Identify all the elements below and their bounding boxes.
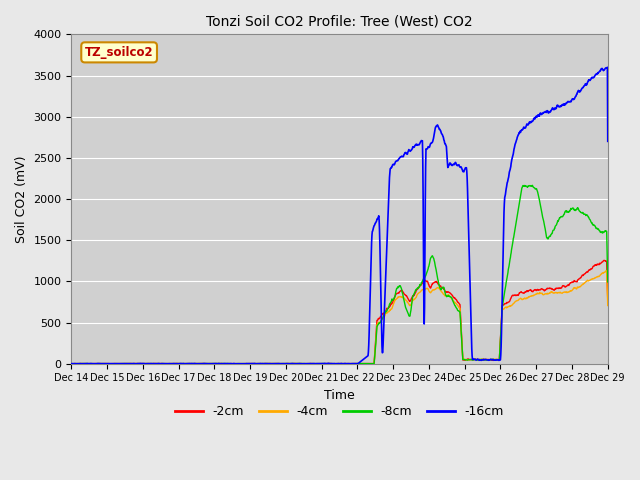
Legend: -2cm, -4cm, -8cm, -16cm: -2cm, -4cm, -8cm, -16cm — [170, 400, 509, 423]
Text: TZ_soilco2: TZ_soilco2 — [85, 46, 154, 59]
Title: Tonzi Soil CO2 Profile: Tree (West) CO2: Tonzi Soil CO2 Profile: Tree (West) CO2 — [206, 15, 473, 29]
Y-axis label: Soil CO2 (mV): Soil CO2 (mV) — [15, 156, 28, 243]
X-axis label: Time: Time — [324, 389, 355, 402]
